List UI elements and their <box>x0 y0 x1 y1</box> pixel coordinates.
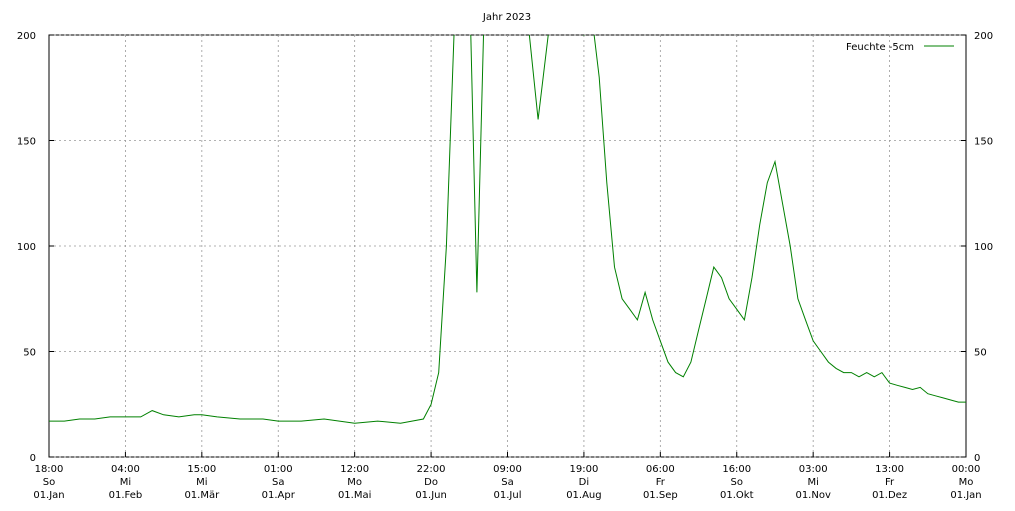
plot-area <box>49 35 966 424</box>
x-tick-label: Di <box>579 477 589 488</box>
x-tick-label: 13:00 <box>875 464 904 475</box>
x-tick-label: Fr <box>656 477 666 488</box>
x-tick-label: 04:00 <box>111 464 140 475</box>
x-tick-label: 01.Feb <box>109 490 143 501</box>
x-tick-label: 01.Jun <box>415 490 447 501</box>
y-tick-label: 100 <box>17 242 36 253</box>
y-tick-label: 200 <box>17 31 36 42</box>
x-tick-label: 01.Jan <box>33 490 64 501</box>
y2-tick-label: 150 <box>974 137 993 148</box>
x-tick-label: So <box>731 477 743 488</box>
x-tick-label: 00:00 <box>952 464 981 475</box>
y-tick-label: 50 <box>23 348 36 359</box>
x-tick-label: Do <box>424 477 438 488</box>
x-tick-label: 01.Jan <box>950 490 981 501</box>
x-tick-label: 01.Okt <box>720 490 754 501</box>
x-tick-label: Fr <box>885 477 895 488</box>
line <box>49 35 966 424</box>
x-tick-label: 01.Sep <box>643 490 678 501</box>
x-tick-label: Mi <box>196 477 207 488</box>
y2-tick-label: 0 <box>974 453 980 464</box>
x-tick-label: 01.Dez <box>872 490 907 501</box>
x-tick-label: Mi <box>807 477 818 488</box>
x-tick-label: 01.Aug <box>566 490 601 501</box>
x-tick-label: Sa <box>501 477 513 488</box>
x-tick-label: 09:00 <box>493 464 522 475</box>
x-tick-label: 01.Nov <box>795 490 831 501</box>
y2-tick-label: 200 <box>974 31 993 42</box>
x-tick-label: Mo <box>347 477 362 488</box>
x-tick-label: 22:00 <box>417 464 446 475</box>
x-tick-label: 16:00 <box>722 464 751 475</box>
x-tick-label: Sa <box>272 477 284 488</box>
legend-label: Feuchte -5cm <box>846 42 914 53</box>
y2-tick-label: 50 <box>974 348 987 359</box>
x-tick-label: 15:00 <box>187 464 216 475</box>
x-tick-label: Mo <box>959 477 974 488</box>
x-tick-label: 01.Apr <box>262 490 296 501</box>
x-tick-label: 03:00 <box>799 464 828 475</box>
x-tick-label: 01.Mai <box>338 490 371 501</box>
x-tick-label: Mi <box>120 477 131 488</box>
x-tick-label: 19:00 <box>570 464 599 475</box>
x-tick-label: 12:00 <box>340 464 369 475</box>
x-tick-label: 06:00 <box>646 464 675 475</box>
x-tick-label: 18:00 <box>35 464 64 475</box>
y-tick-label: 0 <box>30 453 36 464</box>
y-tick-label: 150 <box>17 137 36 148</box>
x-tick-label: 01.Jul <box>494 490 522 501</box>
x-tick-label: 01.Mär <box>184 490 220 501</box>
x-tick-label: So <box>43 477 55 488</box>
x-tick-label: 01:00 <box>264 464 293 475</box>
chart-title: Jahr 2023 <box>482 12 531 23</box>
y2-tick-label: 100 <box>974 242 993 253</box>
